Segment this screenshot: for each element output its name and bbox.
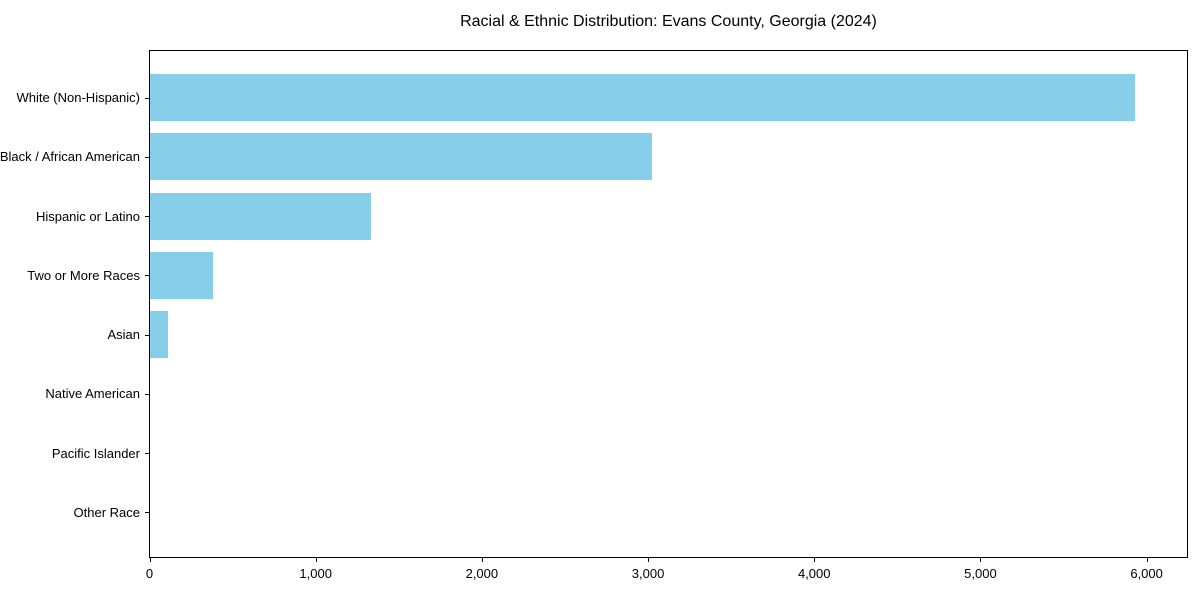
bar-row: Two or More Races bbox=[27, 246, 1187, 305]
bar bbox=[150, 251, 214, 299]
x-axis-tick-label: 5,000 bbox=[964, 566, 997, 581]
x-axis-tick-mark bbox=[481, 558, 483, 562]
bar-row: Other Race bbox=[74, 483, 1187, 542]
bar-row: Pacific Islander bbox=[52, 424, 1187, 483]
x-axis-tick-label: 2,000 bbox=[465, 566, 499, 581]
x-axis-tick-mark bbox=[1146, 558, 1148, 562]
y-axis-category-label: Asian bbox=[107, 327, 140, 343]
y-axis-tick-mark bbox=[145, 156, 149, 158]
x-axis-tick-label: 3,000 bbox=[631, 566, 665, 581]
y-axis-category-label: White (Non-Hispanic) bbox=[16, 90, 140, 106]
bar-row: Black / African American bbox=[0, 127, 1187, 186]
x-axis-tick-mark bbox=[648, 558, 650, 562]
y-axis-tick-mark bbox=[145, 97, 149, 99]
bar-row: Hispanic or Latino bbox=[36, 187, 1187, 246]
plot-area: White (Non-Hispanic) Black / African Amer… bbox=[0, 50, 1188, 558]
y-axis-tick-mark bbox=[145, 393, 149, 395]
y-axis-tick-mark bbox=[145, 216, 149, 218]
x-axis-tick-label: 1,000 bbox=[299, 566, 332, 581]
bar-row: Native American bbox=[45, 364, 1187, 423]
bar-row: White (Non-Hispanic) bbox=[16, 68, 1187, 127]
y-axis-tick-mark bbox=[145, 275, 149, 277]
bar bbox=[150, 133, 652, 181]
bar bbox=[150, 311, 169, 359]
y-axis-category-label: Other Race bbox=[73, 504, 140, 520]
y-axis-tick-mark bbox=[145, 512, 149, 514]
x-axis-tick-mark bbox=[149, 558, 151, 562]
bar bbox=[150, 74, 1136, 122]
y-axis-category-label: Black / African American bbox=[0, 149, 140, 165]
y-axis-tick-mark bbox=[145, 334, 149, 336]
x-axis-tick-mark bbox=[814, 558, 816, 562]
bars-container: White (Non-Hispanic) Black / African Amer… bbox=[0, 51, 1187, 557]
y-axis-category-label: Pacific Islander bbox=[51, 445, 140, 461]
y-axis-category-label: Hispanic or Latino bbox=[35, 208, 140, 224]
y-axis-category-label: Two or More Races bbox=[27, 267, 140, 283]
y-axis-tick-mark bbox=[145, 453, 149, 455]
x-axis-tick-label: 0 bbox=[145, 566, 154, 581]
x-axis-tick-label: 6,000 bbox=[1130, 566, 1163, 581]
bar bbox=[150, 192, 372, 240]
chart-title: Racial & Ethnic Distribution: Evans Coun… bbox=[460, 13, 877, 30]
x-axis-tick-mark bbox=[980, 558, 982, 562]
x-axis-tick-mark bbox=[315, 558, 317, 562]
bar-row: Asian bbox=[107, 305, 1187, 364]
x-axis-tick-label: 4,000 bbox=[797, 566, 831, 581]
y-axis-category-label: Native American bbox=[45, 386, 140, 402]
